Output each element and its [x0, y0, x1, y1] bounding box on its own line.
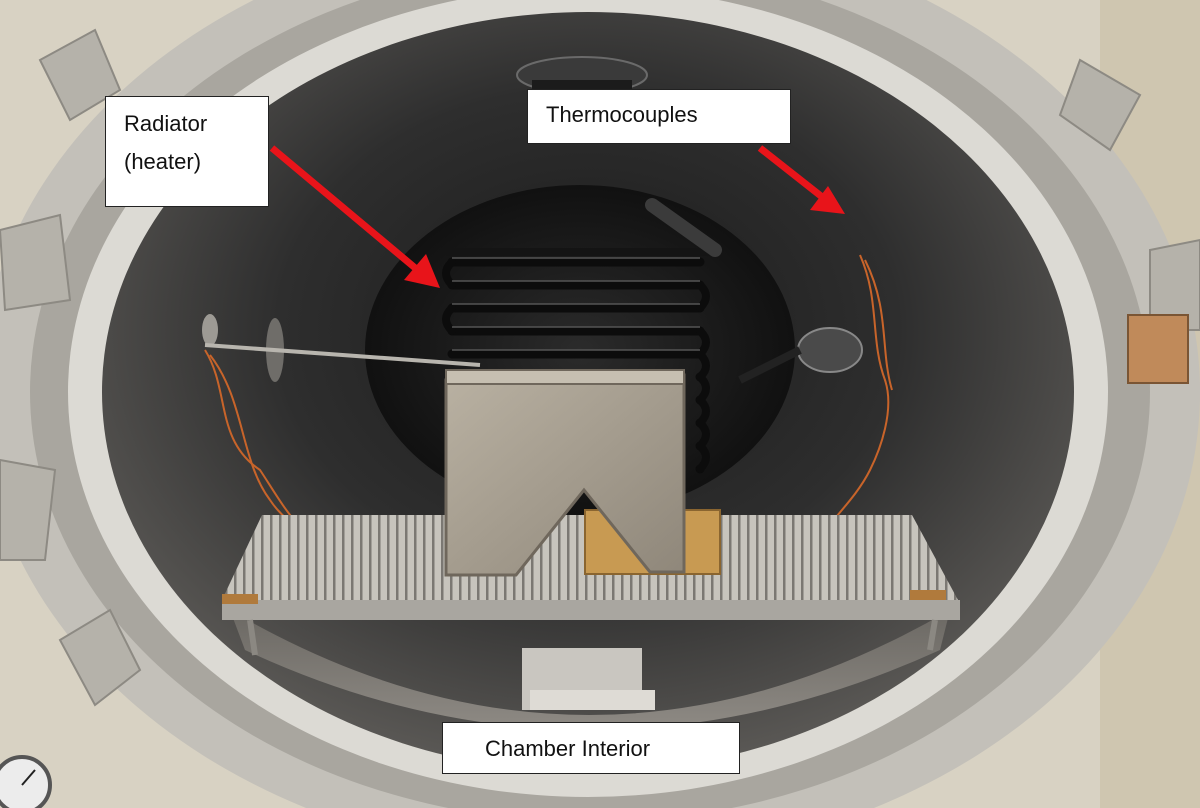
side-port-1	[202, 314, 218, 346]
wooden-box-lid	[445, 369, 685, 385]
thermocouples-label: Thermocouples	[527, 89, 791, 144]
rack-corner-right	[910, 590, 946, 600]
light-fixture-mount	[738, 346, 802, 384]
radiator-pipe	[645, 198, 722, 257]
door-hinge	[1127, 314, 1189, 384]
radiator-label-line2: (heater)	[124, 149, 202, 174]
radiator-top-bar	[446, 248, 710, 256]
probe-rod	[204, 343, 481, 367]
thermocouples-arrow	[757, 145, 845, 214]
light-fixture	[797, 327, 863, 373]
rack-front-frame	[222, 600, 960, 620]
chamber-interior-label: Chamber Interior	[442, 722, 740, 774]
radiator-label: Radiator (heater)	[105, 96, 269, 207]
rack-legs	[247, 619, 938, 656]
radiator-label-line1: Radiator	[124, 111, 208, 136]
pressure-gauge-needle	[21, 769, 36, 786]
floor-pedestal-base	[530, 690, 655, 710]
chamber-floor	[230, 610, 950, 730]
door-clamp-segments	[0, 28, 1200, 707]
radiator-arrow	[269, 145, 440, 288]
radiator-heater	[442, 257, 710, 474]
wooden-test-box	[444, 373, 686, 577]
radiator-fins	[452, 257, 700, 351]
rack-corner-left	[222, 594, 258, 604]
